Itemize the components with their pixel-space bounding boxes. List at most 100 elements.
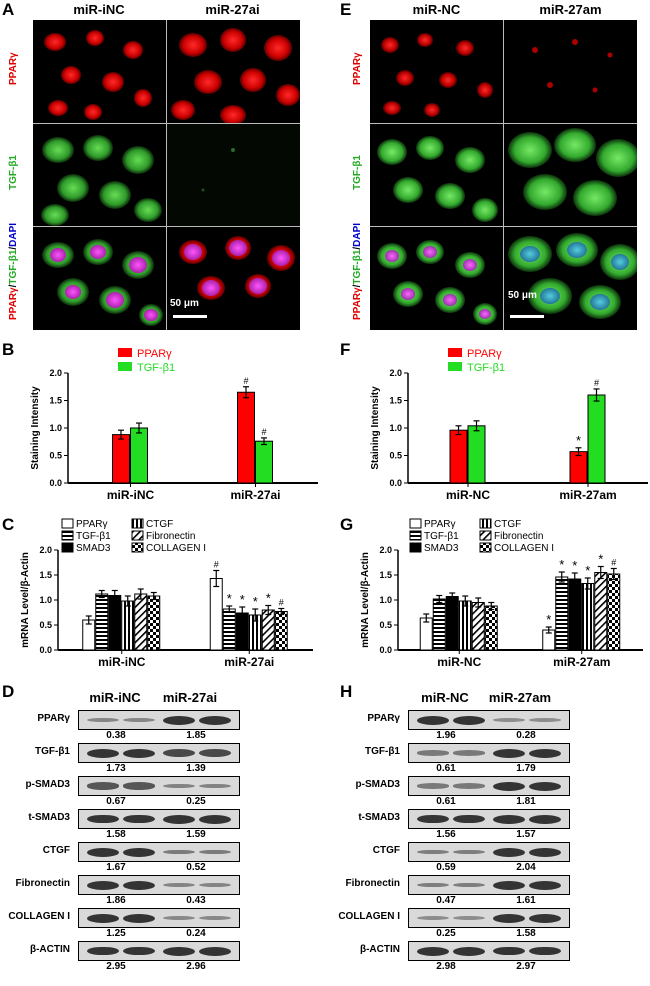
blot-value-1: 1.73 <box>106 763 126 774</box>
legend-swatch <box>409 518 422 529</box>
bar <box>449 429 468 484</box>
significance-mark: # <box>279 598 284 608</box>
blot-band <box>163 749 195 757</box>
panel-a-scale-label: 50 μm <box>170 298 199 309</box>
blot-strip <box>78 941 240 961</box>
blot-band <box>417 750 449 756</box>
blot-value-1: 1.86 <box>106 895 126 906</box>
significance-mark: # <box>611 558 616 568</box>
blot-band <box>123 913 155 923</box>
bar <box>445 596 459 651</box>
blot-band <box>529 913 561 923</box>
bar <box>112 434 130 484</box>
blot-band <box>493 880 525 890</box>
blot-band <box>493 781 525 791</box>
x-tick-label: miR-iNC <box>98 655 146 669</box>
blot-band <box>123 880 155 890</box>
bar <box>147 595 161 651</box>
x-tick-label: miR-iNC <box>107 488 155 502</box>
panel-letter-a: A <box>2 0 15 19</box>
blot-strip <box>408 710 570 730</box>
blot-panel-d: miR-iNC miR-27ai PPARγ 0.38 1.85 TGF-β1 1.73 1.… <box>0 682 320 982</box>
blot-value-1: 2.98 <box>436 961 456 972</box>
y-tick-label: 1.5 <box>379 570 392 580</box>
panel-letter-h: H <box>340 682 353 701</box>
blot-band <box>199 946 231 956</box>
blot-value-2: 1.59 <box>186 829 206 840</box>
blot-value-2: 0.43 <box>186 895 206 906</box>
legend-swatch <box>131 518 144 529</box>
blot-value-1: 0.61 <box>436 763 456 774</box>
panel-e-image-grid <box>370 20 640 330</box>
blot-value-2: 1.81 <box>516 796 536 807</box>
blot-band <box>87 913 119 923</box>
y-tick-label: 0.0 <box>379 645 392 655</box>
panel-a-row2-label: TGF-β1 <box>8 155 19 190</box>
blot-band <box>493 814 525 824</box>
blot-strip <box>408 908 570 928</box>
panel-a-col2-label: miR-27ai <box>205 2 260 17</box>
blot-band <box>87 946 119 956</box>
blot-value-1: 1.25 <box>106 928 126 939</box>
bar <box>134 593 148 651</box>
y-tick-label: 0.5 <box>39 620 52 630</box>
blot-band <box>529 880 561 890</box>
y-tick-label: 0.5 <box>379 620 392 630</box>
chart-c-ylabel: mRNA Level/β-Actin <box>20 552 31 648</box>
blot-band <box>493 946 525 956</box>
significance-mark: * <box>266 591 271 606</box>
blot-value-2: 0.24 <box>186 928 206 939</box>
panel-letter-g: G <box>340 515 354 534</box>
legend-swatch <box>131 542 144 553</box>
blot-row-label: Fibronectin <box>15 878 70 889</box>
blot-band <box>123 847 155 857</box>
bar <box>581 583 595 651</box>
panel-letter-f: F <box>340 340 351 359</box>
blot-value-1: 1.56 <box>436 829 456 840</box>
bar <box>484 605 498 651</box>
blot-col2-label: miR-27ai <box>162 690 218 705</box>
blot-strip <box>408 809 570 829</box>
blot-strip <box>78 875 240 895</box>
legend-swatch <box>409 530 422 541</box>
blot-band <box>417 814 449 824</box>
bar <box>108 595 122 651</box>
blot-row-label: COLLAGEN I <box>8 911 70 922</box>
panel-e-ppar-nc <box>381 33 493 117</box>
chart-b-ylabel: Staining Intensity <box>30 386 41 470</box>
y-tick-label: 2.0 <box>39 545 52 555</box>
significance-mark: # <box>214 560 219 570</box>
bar <box>261 609 275 651</box>
blot-band <box>417 882 449 888</box>
chart-g: mRNA Level/β-Actin 0.0 0.5 1.0 1.5 2.0 miR-NC m… <box>360 518 643 669</box>
blot-value-2: 1.61 <box>516 895 536 906</box>
panel-e-scale-label: 50 μm <box>508 290 537 301</box>
panel-e-col2-label: miR-27am <box>539 2 602 17</box>
legend-swatch <box>61 518 74 529</box>
blot-value-1: 0.67 <box>106 796 126 807</box>
panel-letter-e: E <box>340 0 352 19</box>
blot-value-2: 1.85 <box>186 730 206 741</box>
y-tick-label: 0.5 <box>389 451 402 461</box>
blot-band <box>163 715 195 725</box>
significance-mark: # <box>261 427 266 437</box>
bar <box>471 602 485 651</box>
blot-row-label: PPARγ <box>367 713 400 724</box>
y-tick-label: 2.0 <box>389 368 402 378</box>
blot-band <box>123 946 155 956</box>
significance-mark: * <box>576 433 581 448</box>
blot-band <box>417 916 449 920</box>
blot-row-label: TGF-β1 <box>35 746 70 757</box>
blot-value-1: 0.38 <box>106 730 126 741</box>
bar <box>568 578 582 651</box>
chart-f-ylabel: Staining Intensity <box>370 386 381 470</box>
blot-value-2: 2.97 <box>516 961 536 972</box>
blot-value-2: 0.28 <box>516 730 536 741</box>
blot-strip <box>408 941 570 961</box>
legend-label: COLLAGEN I <box>146 543 206 554</box>
legend-swatch <box>479 518 492 529</box>
panel-a-tgf-27ai <box>167 123 300 226</box>
blot-band <box>529 781 561 791</box>
panel-a-col1-label: miR-iNC <box>73 2 125 17</box>
legend-label: PPARγ <box>467 348 502 360</box>
